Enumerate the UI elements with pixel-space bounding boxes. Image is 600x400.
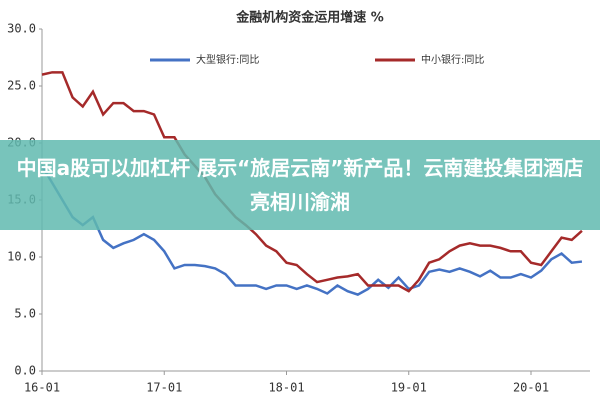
x-tick-label: 20-01 <box>513 381 549 395</box>
y-tick-label: 5.0 <box>14 307 36 321</box>
y-tick-label: 10.0 <box>7 250 36 264</box>
y-tick-label: 25.0 <box>7 79 36 93</box>
x-tick-label: 19-01 <box>391 381 427 395</box>
series-line <box>41 71 583 293</box>
x-tick-label: 17-01 <box>146 381 182 395</box>
legend-label: 中小银行:同比 <box>421 53 484 66</box>
x-tick-label: 16-01 <box>24 381 60 395</box>
y-tick-label: 0.0 <box>14 364 36 378</box>
chart-title: 金融机构资金运用增速 % <box>235 10 384 26</box>
headline-banner[interactable]: 中国a股可以加杠杆 展示“旅居云南”新产品！云南建投集团酒店亮相川渝湘 <box>0 140 600 230</box>
legend-label: 大型银行:同比 <box>196 53 259 66</box>
series-line <box>40 165 583 296</box>
x-tick-label: 18-01 <box>268 381 304 395</box>
y-tick-label: 30.0 <box>7 22 36 36</box>
